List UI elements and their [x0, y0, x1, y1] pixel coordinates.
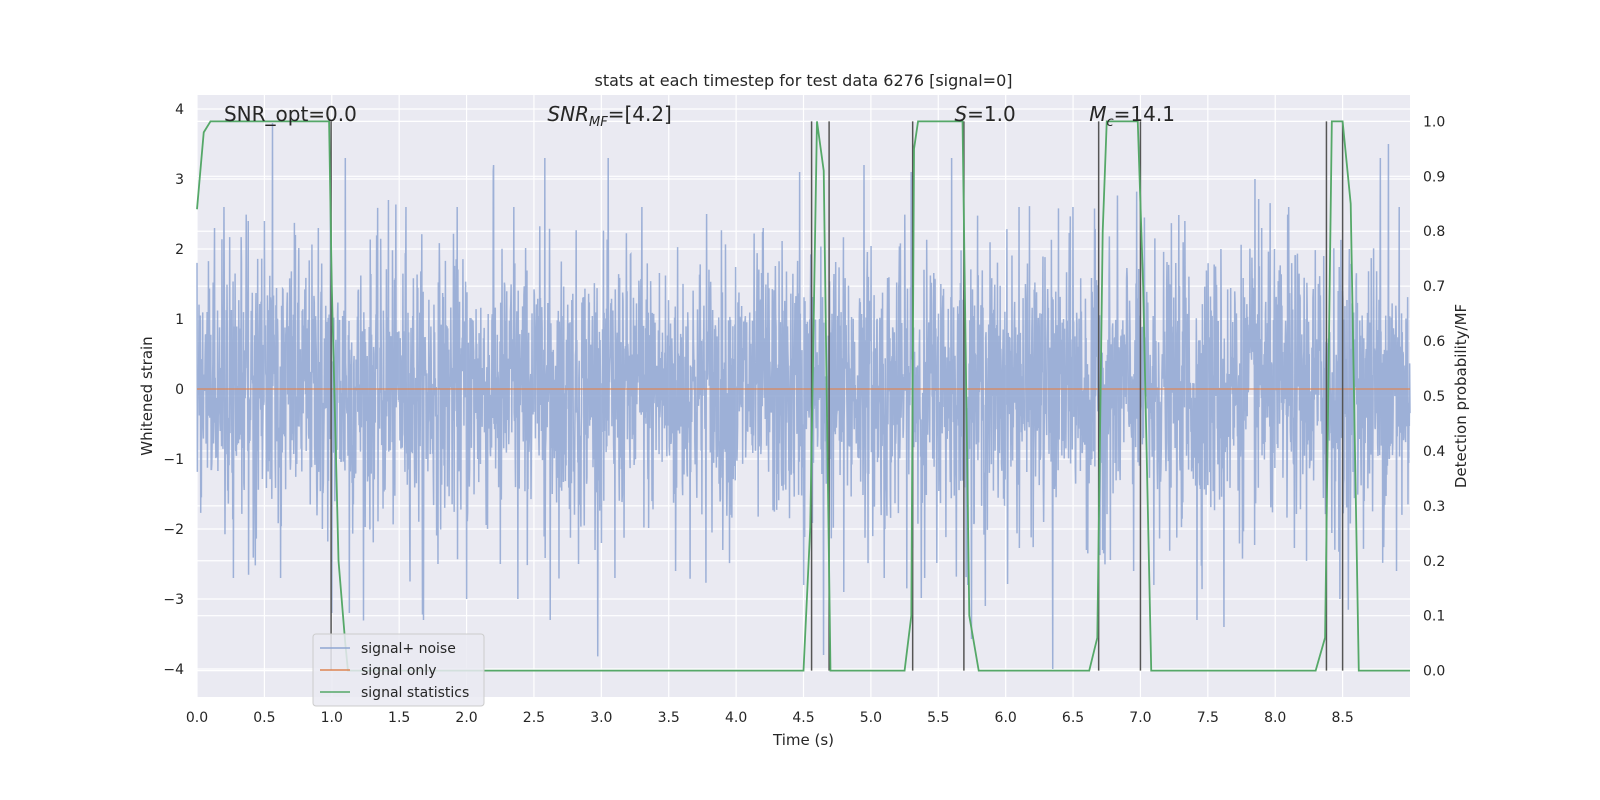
x-tick-label: 8.0	[1264, 710, 1286, 726]
chart-title: stats at each timestep for test data 627…	[594, 71, 1012, 90]
legend-label-signal-statistics: signal statistics	[361, 685, 469, 701]
y2-tick-label: 0.3	[1423, 499, 1445, 515]
y-tick-label: 3	[175, 172, 184, 188]
annotation-text: Mc=14.1	[1089, 102, 1175, 130]
y2-tick-label: 1.0	[1423, 114, 1445, 130]
x-tick-label: 5.5	[927, 710, 949, 726]
signal-statistics-series	[196, 120, 1410, 672]
y-tick-label: 0	[175, 382, 184, 398]
x-tick-label: 8.5	[1331, 710, 1353, 726]
x-tick-label: 5.0	[860, 710, 882, 726]
legend-label-signal-only: signal only	[361, 663, 436, 679]
y-tick-label: 1	[175, 312, 184, 328]
x-tick-label: 2.5	[523, 710, 545, 726]
x-tick-label: 2.0	[455, 710, 477, 726]
annotations: SNR_opt=0.0 SNRMF=[4.2] S=1.0 Mc=14.1	[224, 102, 1175, 130]
x-axis-label: Time (s)	[772, 731, 834, 749]
annotation-text: SNRMF=[4.2]	[547, 102, 671, 130]
y2-tick-label: 0.8	[1423, 224, 1445, 240]
x-tick-label: 3.5	[658, 710, 680, 726]
x-tick-label: 0.5	[253, 710, 275, 726]
y-tick-label: −3	[163, 592, 184, 608]
x-tick-label: 1.0	[321, 710, 343, 726]
y2-tick-label: 0.9	[1423, 169, 1445, 185]
legend-box	[312, 633, 485, 707]
x-tick-label: 7.0	[1129, 710, 1151, 726]
signal-noise-line	[196, 122, 1411, 670]
y2-axis-label: Detection probability/MF	[1452, 304, 1470, 488]
y-tick-label: 4	[175, 102, 184, 118]
y2-tick-label: 0.6	[1423, 334, 1445, 350]
x-tick-label: 4.0	[725, 710, 747, 726]
signal-noise-series	[196, 122, 1411, 670]
x-tick-label: 6.0	[995, 710, 1017, 726]
y-tick-label: −4	[163, 662, 184, 678]
y2-tick-label: 0.7	[1423, 279, 1445, 295]
legend-label-signal-noise: signal+ noise	[361, 641, 456, 657]
y-axis-label: Whitened strain	[138, 336, 156, 455]
annotation-text: SNR_opt=0.0	[224, 102, 357, 126]
y2-tick-label: 0.2	[1423, 554, 1445, 570]
x-tick-label: 1.5	[388, 710, 410, 726]
x-tick-label: 0.0	[186, 710, 208, 726]
legend: signal+ noise signal only signal statist…	[312, 633, 485, 707]
x-tick-label: 7.5	[1197, 710, 1219, 726]
x-tick-label: 4.5	[792, 710, 814, 726]
y-tick-label: 2	[175, 242, 184, 258]
signal-statistics-line	[196, 120, 1410, 672]
tick-labels: 0.0 0.5 1.0 1.5 2.0 2.5 3.0 3.5 4.0 4.5 5.0 5.5 6.0 6…	[163, 102, 1445, 726]
x-tick-label: 3.0	[590, 710, 612, 726]
y2-tick-label: 0.1	[1423, 609, 1445, 625]
y-tick-label: −1	[163, 452, 184, 468]
y2-tick-label: 0.5	[1423, 389, 1445, 405]
x-tick-label: 6.5	[1062, 710, 1084, 726]
y2-tick-label: 0.0	[1423, 664, 1445, 680]
y-tick-label: −2	[163, 522, 184, 538]
y2-tick-label: 0.4	[1423, 444, 1445, 460]
annotation-text: S=1.0	[954, 102, 1015, 126]
